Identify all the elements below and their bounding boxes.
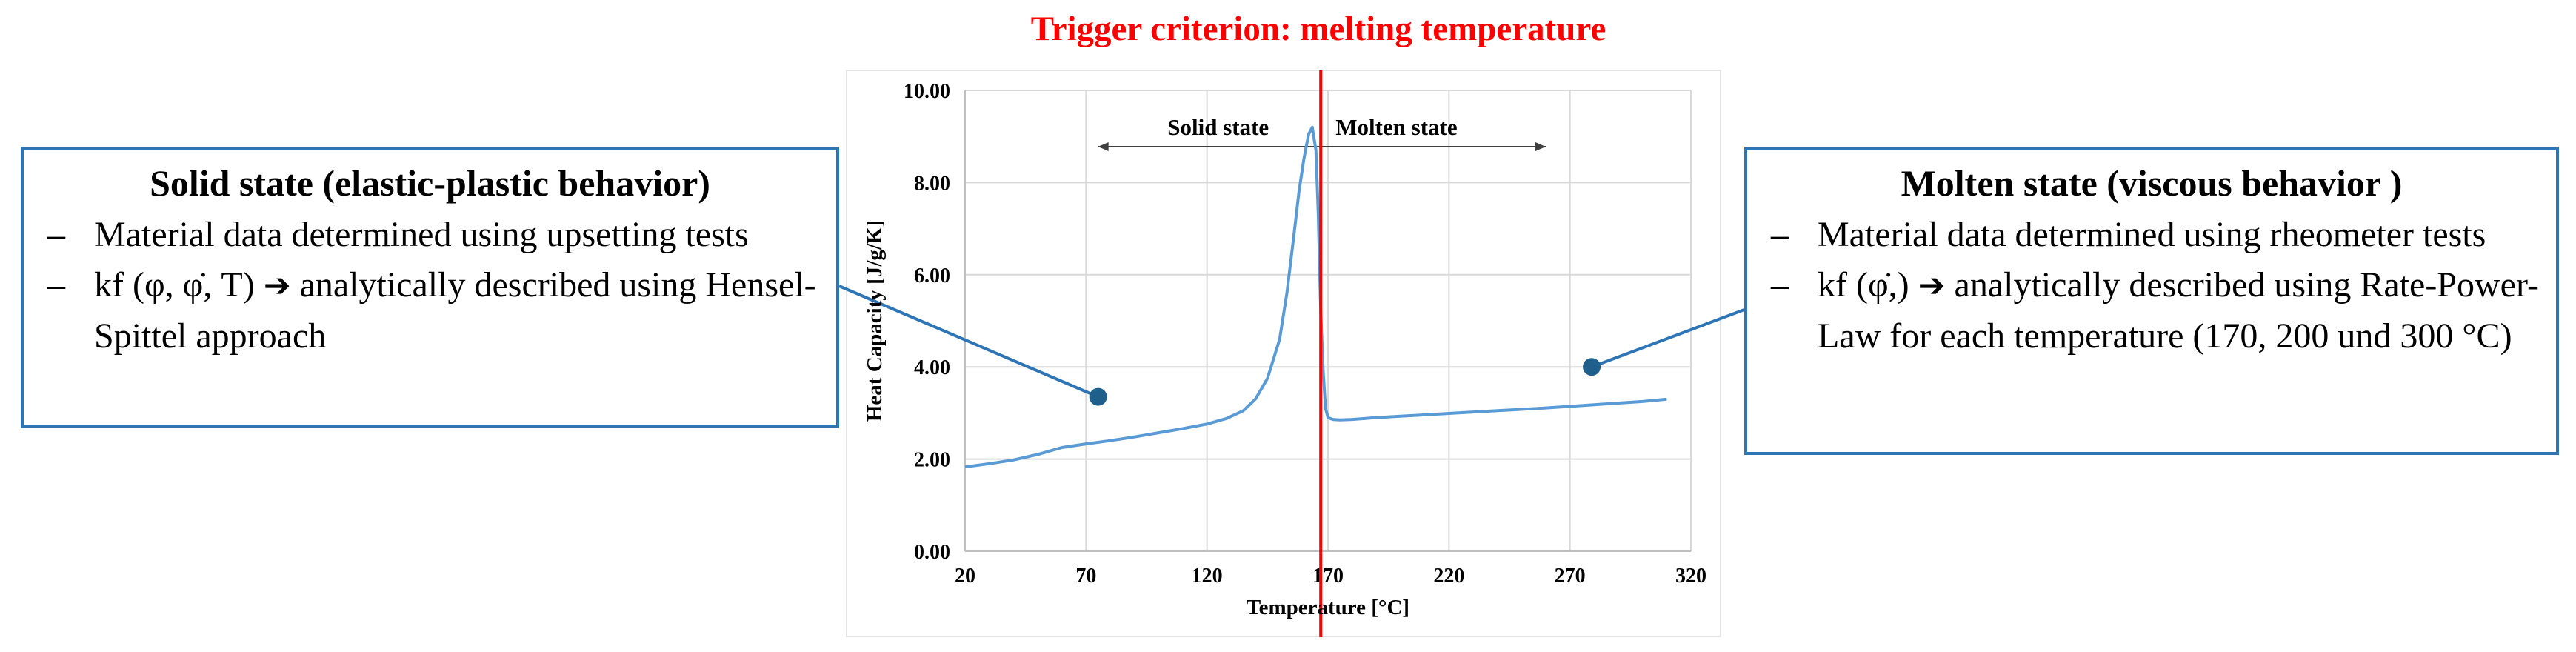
- x-tick-label: 20: [955, 565, 975, 588]
- solid-state-title: Solid state (elastic-plastic behavior): [150, 162, 710, 204]
- bullet-dash: –: [1771, 265, 1789, 305]
- series-line: [964, 125, 1667, 469]
- solid-connector: [838, 285, 1099, 399]
- chart-grid: [964, 90, 1692, 552]
- chart-axes: [964, 90, 1691, 552]
- molten-state-label: Molten state: [1335, 114, 1457, 140]
- y-tick-label: 0.00: [914, 541, 950, 564]
- molten-bullet-2-text: analytically described using Rate-Power-…: [1818, 265, 2539, 356]
- y-tick-label: 8.00: [914, 172, 950, 195]
- solid-bullet-2-text: analytically described using Hensel-Spit…: [94, 265, 816, 356]
- y-tick-label: 6.00: [914, 265, 950, 287]
- solid-flow-stress-formula: kf (φ, φ̇, T): [94, 265, 255, 305]
- molten-bullet-1: – Material data determined using rheomet…: [1747, 210, 2556, 260]
- molten-bullet-2: – kf (φ̇,) ➔ analytically described usin…: [1747, 260, 2556, 362]
- y-tick-label: 10.00: [904, 80, 950, 103]
- x-tick-label: 270: [1555, 565, 1586, 588]
- solid-point-marker: [1089, 387, 1107, 406]
- chart-panel: [846, 70, 1721, 637]
- y-tick-label: 4.00: [914, 356, 950, 379]
- x-tick-label: 120: [1192, 565, 1223, 588]
- molten-bullet-1-text: Material data determined using rheometer…: [1818, 215, 2486, 254]
- x-axis-label: Temperature [°C]: [1247, 596, 1409, 619]
- chart-annotations: Solid state Molten state: [1098, 114, 1546, 151]
- molten-point-marker: [1583, 358, 1601, 376]
- x-tick-label: 70: [1075, 565, 1096, 588]
- bullet-dash: –: [1771, 215, 1789, 254]
- chart-ticks: 0.00 2.00 4.00 6.00 8.00 10.00 20 70 120 170 220 27…: [904, 80, 1706, 588]
- x-tick-label: 320: [1675, 565, 1706, 588]
- chart-series: [964, 125, 1667, 469]
- solid-bullet-1-text: Material data determined using upsetting…: [94, 215, 749, 254]
- arrow-right-icon: ➔: [1918, 267, 1946, 305]
- x-tick-label: 220: [1433, 565, 1464, 588]
- arrowhead-left-icon: [1098, 142, 1109, 151]
- y-tick-label: 2.00: [914, 449, 950, 472]
- molten-connector: [1591, 308, 1745, 369]
- headline: Trigger criterion: melting temperature: [1030, 10, 1606, 48]
- arrowhead-right-icon: [1535, 142, 1546, 151]
- solid-bullet-2: – kf (φ, φ̇, T) ➔ analytically described…: [24, 260, 836, 362]
- solid-state-callout: Solid state (elastic-plastic behavior) –…: [21, 147, 839, 428]
- x-tick-label: 170: [1312, 565, 1344, 588]
- solid-bullet-1: – Material data determined using upsetti…: [24, 210, 836, 260]
- bullet-dash: –: [47, 265, 65, 305]
- callout-connectors: [838, 285, 1745, 406]
- solid-state-label: Solid state: [1167, 114, 1269, 140]
- y-axis-label: Heat Capacity [J/g/K]: [863, 220, 887, 422]
- molten-state-callout: Molten state (viscous behavior ) – Mater…: [1744, 147, 2559, 455]
- bullet-dash: –: [47, 215, 65, 254]
- molten-state-title: Molten state (viscous behavior ): [1901, 162, 2403, 204]
- molten-flow-stress-formula: kf (φ̇,): [1818, 265, 1909, 305]
- arrow-right-icon: ➔: [263, 267, 291, 305]
